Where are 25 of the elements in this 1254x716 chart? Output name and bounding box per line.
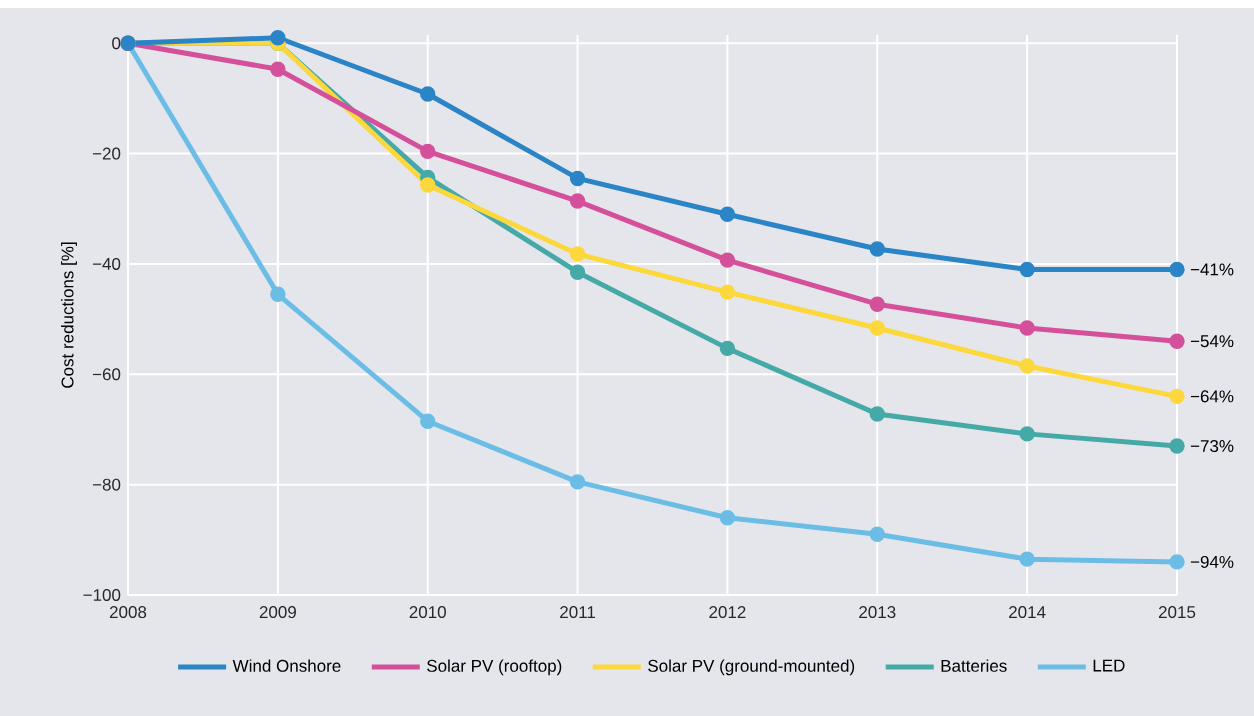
data-label: −54%: [1190, 335, 1234, 348]
y-tick-label: −60: [92, 368, 121, 381]
x-tick-label: 2015: [1158, 606, 1196, 619]
x-tick-label: 2012: [709, 606, 746, 619]
y-axis-title: Cost reductions [%]: [61, 242, 77, 388]
y-tick-label: −40: [92, 257, 121, 270]
x-tick-label: 2008: [109, 606, 147, 619]
x-tick-label: 2009: [259, 606, 296, 619]
legend-label: Solar PV (ground-mounted): [648, 659, 855, 676]
data-label: −41%: [1190, 263, 1234, 276]
y-tick-label: 0: [112, 37, 121, 50]
y-tick-label: −100: [83, 588, 121, 601]
legend-label: Batteries: [941, 659, 1007, 672]
y-tick-label: −80: [92, 478, 121, 491]
legend-label: Wind Onshore: [232, 659, 341, 672]
y-tick-label: −20: [92, 147, 121, 160]
legend-label: LED: [1093, 659, 1125, 672]
data-label: −73%: [1190, 440, 1234, 453]
data-label: −94%: [1190, 555, 1234, 568]
x-tick-label: 2011: [560, 606, 596, 619]
x-tick-label: 2013: [859, 606, 896, 619]
legend-label: Solar PV (rooftop): [427, 659, 562, 676]
x-tick-label: 2014: [1009, 606, 1046, 619]
x-tick-label: 2010: [409, 606, 446, 619]
data-label: −64%: [1190, 390, 1234, 403]
